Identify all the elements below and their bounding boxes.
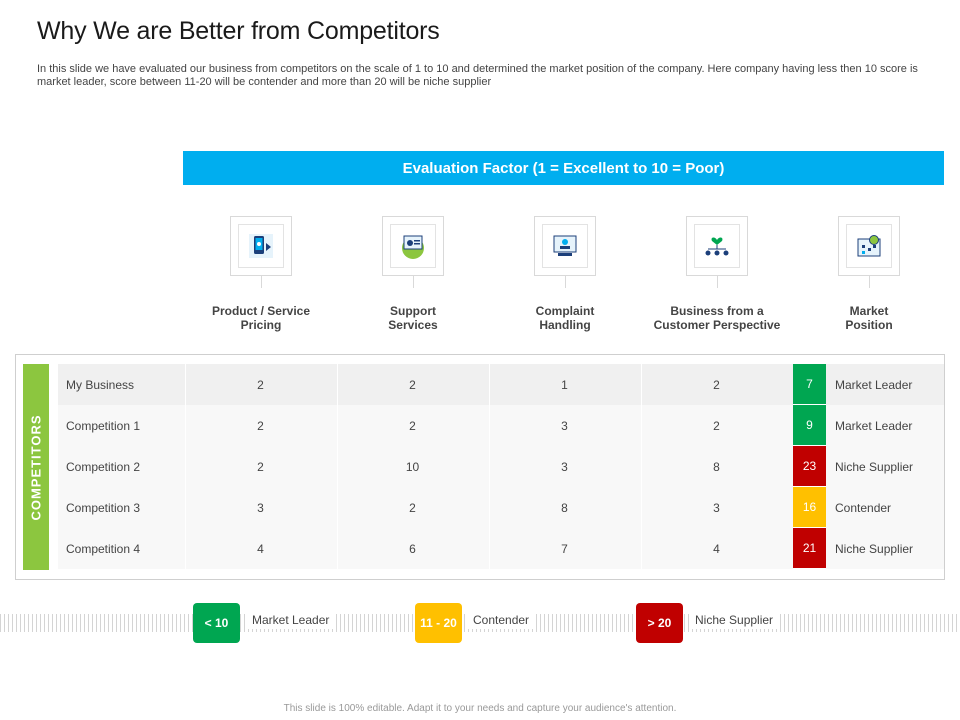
total-badge: 7: [793, 364, 826, 405]
score-cell: 2: [641, 364, 791, 405]
score-cell: 3: [185, 487, 335, 528]
status-label: Contender: [835, 500, 892, 515]
legend-badge-niche-supplier: > 20: [636, 603, 683, 643]
competitors-label-bar: COMPETITORS: [23, 364, 49, 570]
competitors-label: COMPETITORS: [28, 413, 44, 521]
customer-perspective-icon: [705, 237, 729, 256]
score-cell: 3: [641, 487, 791, 528]
legend-label-niche-supplier: Niche Supplier: [689, 611, 780, 629]
row-name: Competition 1: [66, 418, 141, 433]
score-cell: 3: [489, 446, 639, 487]
factor-market-position: [838, 216, 900, 276]
table-row-competition-1: Competition 1 2 2 3 2 9 Market Leader: [58, 405, 944, 446]
status-label: Market Leader: [835, 418, 913, 433]
score-cell: 7: [489, 528, 639, 569]
score-cell: 3: [489, 405, 639, 446]
total-badge: 21: [793, 528, 826, 569]
factor-pricing: [230, 216, 292, 276]
factor-complaint: [534, 216, 596, 276]
total-badge: 16: [793, 487, 826, 528]
score-cell: 2: [641, 405, 791, 446]
support-services-icon: [402, 235, 424, 259]
row-name: Competition 3: [66, 500, 141, 515]
row-name: Competition 2: [66, 459, 141, 474]
score-cell: 1: [489, 364, 639, 405]
row-name: My Business: [66, 377, 135, 392]
factor-label-market-position: Market Position: [845, 304, 893, 332]
score-cell: 6: [337, 528, 487, 569]
table-row-competition-3: Competition 3 3 2 8 3 16 Contender: [58, 487, 944, 528]
table-row-competition-4: Competition 4 4 6 7 4 21 Niche Supplier: [58, 528, 944, 569]
factor-support: [382, 216, 444, 276]
slide-footer: This slide is 100% editable. Adapt it to…: [283, 703, 677, 714]
score-cell: 2: [337, 405, 487, 446]
score-cell: 4: [641, 528, 791, 569]
status-label: Niche Supplier: [835, 541, 914, 556]
status-label: Market Leader: [835, 377, 913, 392]
complaint-handling-icon: [553, 235, 577, 256]
score-cell: 2: [185, 446, 335, 487]
legend-badge-market-leader: < 10: [193, 603, 240, 643]
score-cell: 2: [185, 364, 335, 405]
score-cell: 8: [641, 446, 791, 487]
table-row-competition-2: Competition 2 2 10 3 8 23 Niche Supplier: [58, 446, 944, 487]
row-name: Competition 4: [66, 541, 141, 556]
factor-customer-perspective: [686, 216, 748, 276]
legend-badge-contender: 11 - 20: [415, 603, 462, 643]
score-cell: 2: [337, 487, 487, 528]
score-cell: 2: [185, 405, 335, 446]
score-cell: 4: [185, 528, 335, 569]
score-cell: 10: [337, 446, 487, 487]
score-cell: 8: [489, 487, 639, 528]
mobile-pricing-icon: [249, 234, 273, 258]
slide-title: Why We are Better from Competitors: [37, 17, 440, 45]
factor-label-customer-perspective: Business from a Customer Perspective: [653, 304, 781, 332]
legend-label-market-leader: Market Leader: [246, 611, 336, 629]
score-cell: 2: [337, 364, 487, 405]
evaluation-banner: Evaluation Factor (1 = Excellent to 10 =…: [183, 151, 944, 185]
status-label: Niche Supplier: [835, 459, 914, 474]
market-position-icon: [857, 235, 881, 257]
slide-intro: In this slide we have evaluated our busi…: [37, 63, 918, 88]
total-badge: 9: [793, 405, 826, 446]
total-badge: 23: [793, 446, 826, 487]
legend-label-contender: Contender: [467, 611, 536, 629]
factor-label-support: Support Services: [388, 304, 438, 332]
table-row-my-business: My Business 2 2 1 2 7 Market Leader: [58, 364, 944, 405]
factor-label-complaint: Complaint Handling: [535, 304, 595, 332]
factor-label-pricing: Product / Service Pricing: [211, 304, 311, 332]
